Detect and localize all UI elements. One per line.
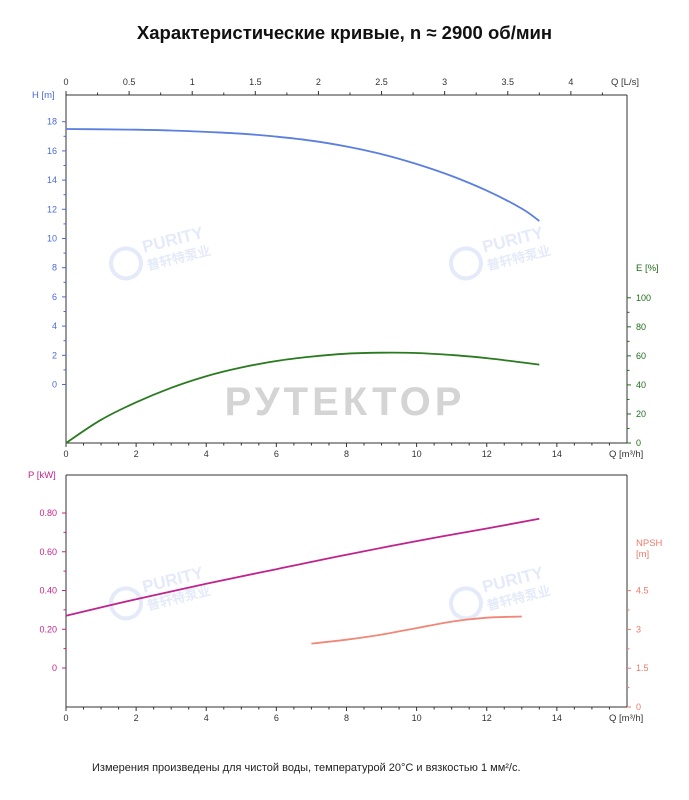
upper-x-axis-label: Q [m³/h] — [609, 449, 643, 460]
upper-x-tick-label: 6 — [274, 449, 279, 459]
power-axis-label: P [kW] — [28, 470, 56, 481]
lower-x-tick-label: 6 — [274, 713, 279, 723]
purity-logo-mark — [448, 586, 483, 621]
lower-chart-power-npsh: 0 2 4 6 8 10 12 14 Q [m³/h]00.200.400.600.80P [k… — [28, 470, 663, 724]
efficiency-axis-tick-label: 100 — [636, 293, 651, 303]
upper-x-tick-label: 14 — [552, 449, 562, 459]
efficiency-curve — [65, 351, 540, 444]
efficiency-axis-tick-label: 60 — [636, 351, 646, 361]
upper-top-tick-label: 3 — [442, 77, 447, 87]
upper-top-tick-label: 0 — [63, 77, 68, 87]
upper-top-tick-label: 3.5 — [501, 77, 514, 87]
upper-top-tick-label: 0.5 — [123, 77, 136, 87]
footnote: Измерения произведены для чистой воды, т… — [92, 762, 521, 774]
upper-top-tick-label: 1.5 — [249, 77, 262, 87]
lower-x-tick-label: 8 — [344, 713, 349, 723]
upper-top-tick-label: 4 — [568, 77, 573, 87]
power-axis-tick-label: 0.80 — [39, 508, 57, 518]
efficiency-axis-tick-label: 0 — [636, 438, 641, 448]
power-axis-tick-label: 0.60 — [39, 547, 57, 557]
head-axis-tick-label: 12 — [47, 204, 57, 214]
head-axis-tick-label: 6 — [52, 292, 57, 302]
upper-x-tick-label: 0 — [63, 449, 68, 459]
head-axis-tick-label: 18 — [47, 117, 57, 127]
npsh-axis-tick-label: 0 — [636, 702, 641, 712]
head-axis-tick-label: 4 — [52, 321, 57, 331]
power-axis-tick-label: 0 — [52, 663, 57, 673]
efficiency-axis-label: E [%] — [636, 263, 659, 274]
upper-chart-head-efficiency: 0 0.5 1 1.5 2 2.5 3 3.5 4 Q [L/s] 0 2 4 6 8 10 12 14 Q [m³… — [32, 77, 659, 460]
power-axis-tick-label: 0.40 — [39, 586, 57, 596]
head-axis-tick-label: 16 — [47, 146, 57, 156]
head-axis-label: H [m] — [32, 90, 55, 101]
lower-x-tick-label: 12 — [482, 713, 492, 723]
npsh-curve — [311, 615, 522, 645]
lower-x-tick-label: 0 — [63, 713, 68, 723]
chart-title: Характеристические кривые, n ≈ 2900 об/м… — [136, 22, 553, 43]
upper-x-tick-label: 12 — [482, 449, 492, 459]
head-axis-tick-label: 10 — [47, 234, 57, 244]
purity-logo-mark — [448, 246, 483, 281]
lower-x-tick-label: 10 — [412, 713, 422, 723]
lower-x-axis-label: Q [m³/h] — [609, 713, 643, 724]
purity-logo-mark — [108, 246, 143, 281]
npsh-axis-label: NPSH [m] — [636, 538, 663, 560]
lower-x-tick-label: 2 — [134, 713, 139, 723]
upper-x-tick-label: 10 — [412, 449, 422, 459]
npsh-axis-label-line: NPSH — [636, 538, 663, 549]
lower-x-tick-label: 14 — [552, 713, 562, 723]
upper-x-tick-label: 2 — [134, 449, 139, 459]
purity-logo-mark — [108, 586, 143, 621]
head-axis-tick-label: 14 — [47, 175, 57, 185]
efficiency-axis-tick-label: 80 — [636, 322, 646, 332]
efficiency-axis-tick-label: 40 — [636, 380, 646, 390]
upper-top-tick-label: 2 — [316, 77, 321, 87]
power-axis-tick-label: 0.20 — [39, 624, 57, 634]
upper-x-tick-label: 8 — [344, 449, 349, 459]
npsh-axis-label-line: [m] — [636, 549, 649, 560]
power-curve — [65, 517, 540, 617]
upper-top-axis-label: Q [L/s] — [611, 77, 639, 88]
npsh-axis-tick-label: 3 — [636, 624, 641, 634]
upper-top-tick-label: 2.5 — [375, 77, 388, 87]
head-axis-tick-label: 0 — [52, 380, 57, 390]
efficiency-axis-tick-label: 20 — [636, 409, 646, 419]
head-axis-tick-label: 2 — [52, 350, 57, 360]
upper-x-tick-label: 4 — [204, 449, 209, 459]
lower-x-tick-label: 4 — [204, 713, 209, 723]
watermark-rutektor: РУТЕКТОР — [225, 380, 466, 424]
head-axis-tick-label: 8 — [52, 263, 57, 273]
npsh-axis-tick-label: 1.5 — [636, 663, 649, 673]
head-curve — [65, 128, 540, 222]
npsh-axis-tick-label: 4.5 — [636, 586, 649, 596]
upper-top-tick-label: 1 — [190, 77, 195, 87]
